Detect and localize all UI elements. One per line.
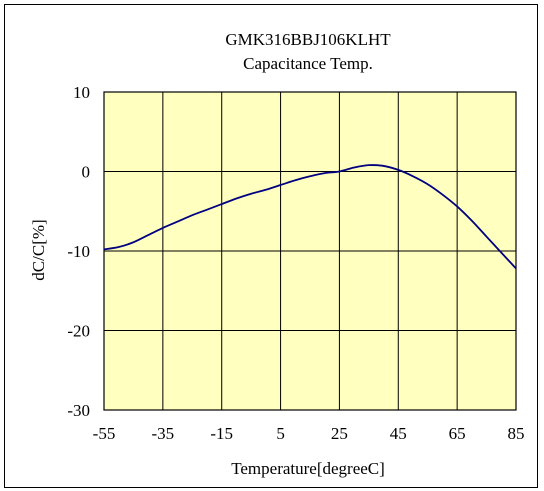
x-tick-label: 65 (449, 424, 466, 443)
x-tick-label: -55 (93, 424, 116, 443)
x-tick-label: 85 (508, 424, 525, 443)
x-tick-label: 5 (276, 424, 285, 443)
y-axis-label: dC/C[%] (29, 219, 48, 280)
x-tick-label: 25 (331, 424, 348, 443)
y-tick-label: -10 (67, 242, 90, 261)
y-tick-label: -30 (67, 401, 90, 420)
series-line (103, 164, 517, 270)
x-axis-label: Temperature[degreeC] (231, 459, 385, 478)
chart-subtitle: Capacitance Temp. (243, 54, 373, 73)
chart-title: GMK316BBJ106KLHT (225, 30, 391, 49)
y-tick-label: 0 (82, 163, 91, 182)
y-tick-label: -20 (67, 322, 90, 341)
plot-border (103, 91, 517, 411)
y-tick-label: 10 (73, 83, 90, 102)
x-tick-label: -35 (152, 424, 175, 443)
x-tick-label: -15 (210, 424, 233, 443)
x-tick-label: 45 (390, 424, 407, 443)
